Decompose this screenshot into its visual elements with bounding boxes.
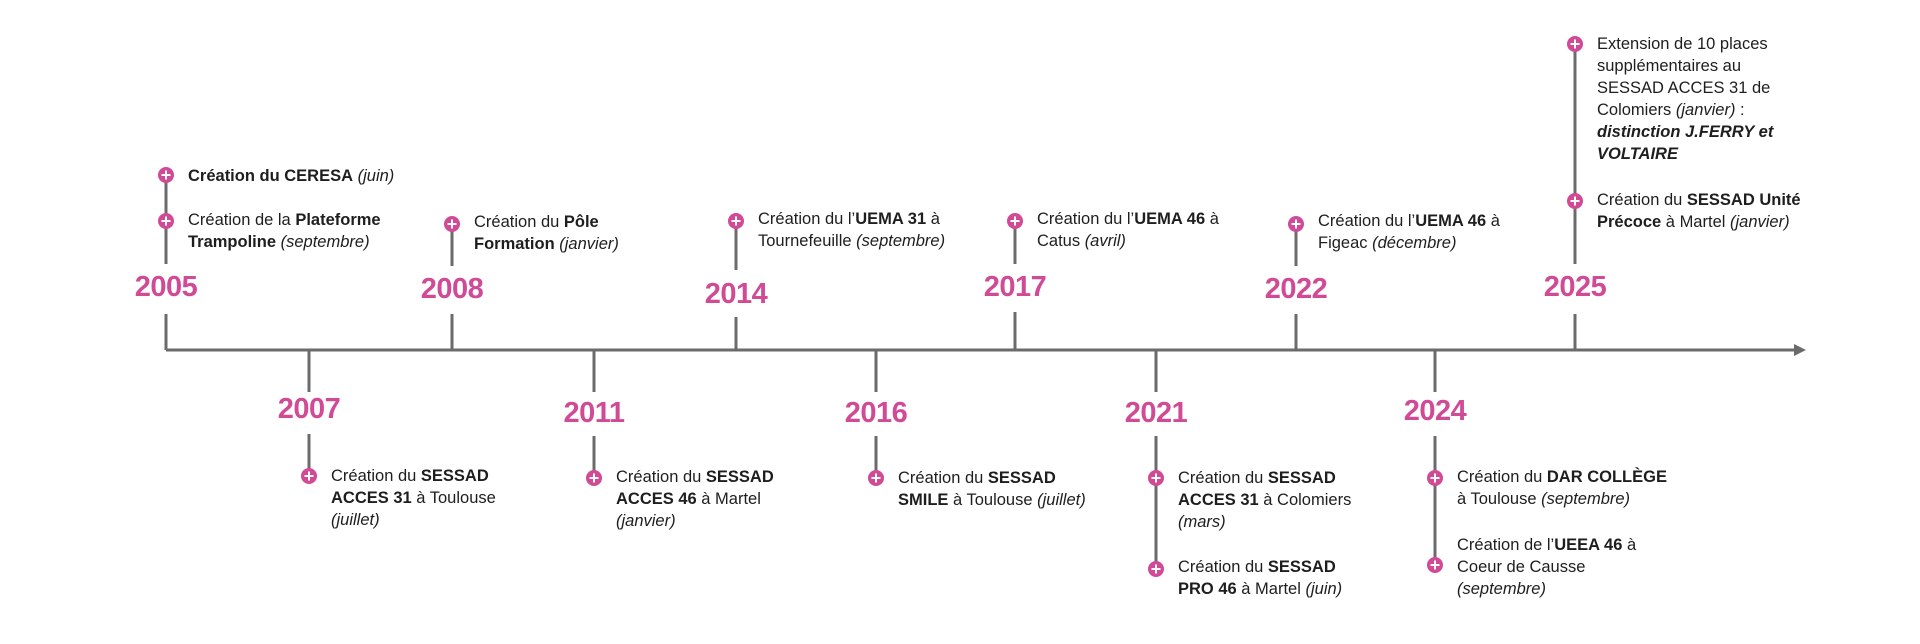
plus-circle-icon [1567, 193, 1583, 209]
year-label: 2016 [844, 397, 908, 429]
year-label: 2008 [420, 273, 484, 305]
event-description: Création de l’UEEA 46 à Coeur de Causse (s… [1457, 536, 1637, 598]
plus-circle-icon [158, 167, 174, 183]
event-description: Création du CERESA (juin) [188, 167, 395, 185]
plus-circle-icon [1427, 470, 1443, 486]
year-label: 2022 [1264, 273, 1328, 305]
event-description: Création de la Plateforme Trampoline (sep… [188, 211, 381, 251]
plus-circle-icon [158, 213, 174, 229]
plus-circle-icon [1148, 470, 1164, 486]
plus-circle-icon [444, 216, 460, 232]
plus-circle-icon [1567, 36, 1583, 52]
plus-circle-icon [1288, 216, 1304, 232]
event-description: Création du SESSAD Unité Précoce à Martel… [1597, 191, 1801, 231]
event-description: Création du l’UEMA 46 à Figeac (décembre) [1318, 212, 1500, 252]
plus-circle-icon [728, 213, 744, 229]
year-label: 2005 [134, 271, 198, 303]
year-label: 2014 [704, 278, 768, 310]
event-description: Création du Pôle Formation (janvier) [474, 213, 619, 253]
plus-circle-icon [1427, 557, 1443, 573]
plus-circle-icon [1148, 561, 1164, 577]
event-description: Création du SESSAD ACCES 31 à Colomiers (m… [1178, 469, 1352, 531]
event-description: Création du l’UEMA 46 à Catus (avril) [1037, 210, 1219, 250]
plus-circle-icon [586, 470, 602, 486]
event-description: Création du SESSAD SMILE à Toulouse (juil… [898, 469, 1086, 509]
year-label: 2011 [563, 397, 625, 429]
event-description: Création du SESSAD PRO 46 à Martel (juin) [1178, 558, 1343, 598]
year-label: 2017 [983, 271, 1047, 303]
event-description: Extension de 10 places supplémentaires au… [1597, 35, 1774, 163]
event-description: Création du DAR COLLÈGE à Toulouse (septe… [1457, 468, 1667, 508]
event-description: Création du l’UEMA 31 à Tournefeuille (se… [758, 210, 946, 250]
event-description: Création du SESSAD ACCES 31 à Toulouse (ju… [331, 467, 496, 529]
year-label: 2024 [1403, 395, 1467, 427]
plus-circle-icon [1007, 213, 1023, 229]
year-label: 2007 [277, 393, 341, 425]
arrow-right-icon [1794, 344, 1806, 356]
year-label: 2025 [1543, 271, 1607, 303]
plus-circle-icon [301, 468, 317, 484]
year-label: 2021 [1124, 397, 1188, 429]
event-description: Création du SESSAD ACCES 46 à Martel (janv… [616, 468, 774, 530]
plus-circle-icon [868, 470, 884, 486]
